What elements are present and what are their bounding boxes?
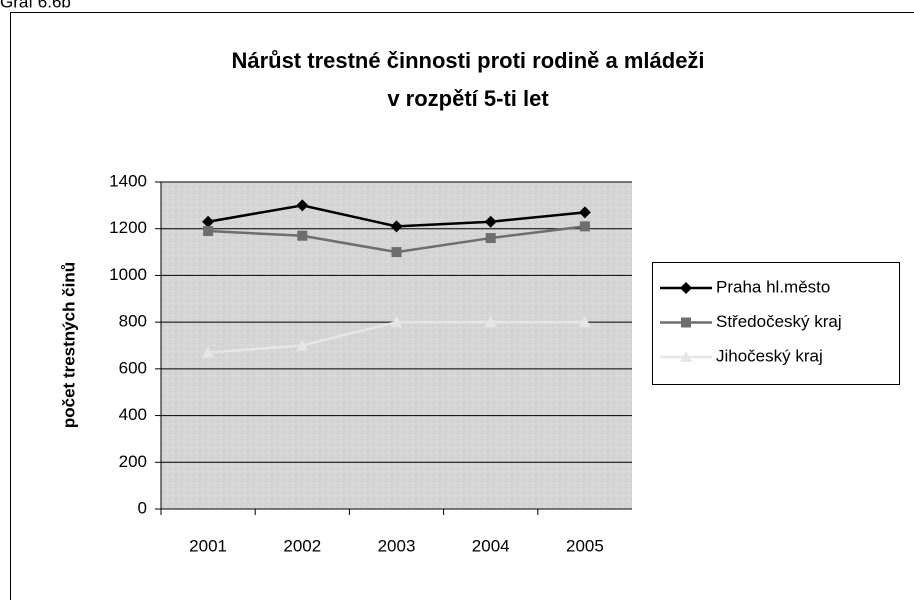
marker <box>391 247 402 258</box>
marker <box>296 339 309 351</box>
marker <box>484 215 497 228</box>
legend-label: Středočeský kraj <box>716 312 842 331</box>
marker <box>203 226 214 237</box>
chart-title: Nárůst trestné činnosti proti rodině a m… <box>231 48 704 73</box>
marker <box>297 230 308 241</box>
marker <box>578 206 591 219</box>
marker <box>578 316 591 328</box>
marker <box>680 351 692 362</box>
x-tick-label: 2003 <box>378 536 416 555</box>
legend-label: Jihočeský kraj <box>716 346 823 365</box>
marker <box>202 346 215 358</box>
y-tick-label: 800 <box>119 312 147 331</box>
y-tick-label: 400 <box>119 405 147 424</box>
marker <box>485 233 496 244</box>
y-tick-label: 0 <box>138 498 147 517</box>
x-tick-label: 2002 <box>283 536 321 555</box>
y-tick-label: 1000 <box>109 265 147 284</box>
y-tick-label: 1400 <box>109 171 147 190</box>
marker <box>296 199 309 212</box>
marker <box>390 220 403 233</box>
marker <box>390 316 403 328</box>
y-tick-label: 200 <box>119 452 147 471</box>
marker <box>484 316 497 328</box>
caption: Graf 6.6b <box>0 0 71 11</box>
marker <box>681 317 691 328</box>
y-tick-label: 1200 <box>109 218 147 237</box>
x-tick-label: 2004 <box>472 536 510 555</box>
marker <box>202 215 215 228</box>
marker <box>579 221 590 232</box>
y-axis-label: počet trestných činů <box>59 262 78 428</box>
marker <box>680 282 692 294</box>
legend-label: Praha hl.město <box>716 277 830 296</box>
x-tick-label: 2005 <box>566 536 604 555</box>
x-tick-label: 2001 <box>189 536 227 555</box>
plot-area <box>161 182 632 509</box>
chart-title: v rozpětí 5-ti let <box>387 86 549 111</box>
y-tick-label: 600 <box>119 358 147 377</box>
